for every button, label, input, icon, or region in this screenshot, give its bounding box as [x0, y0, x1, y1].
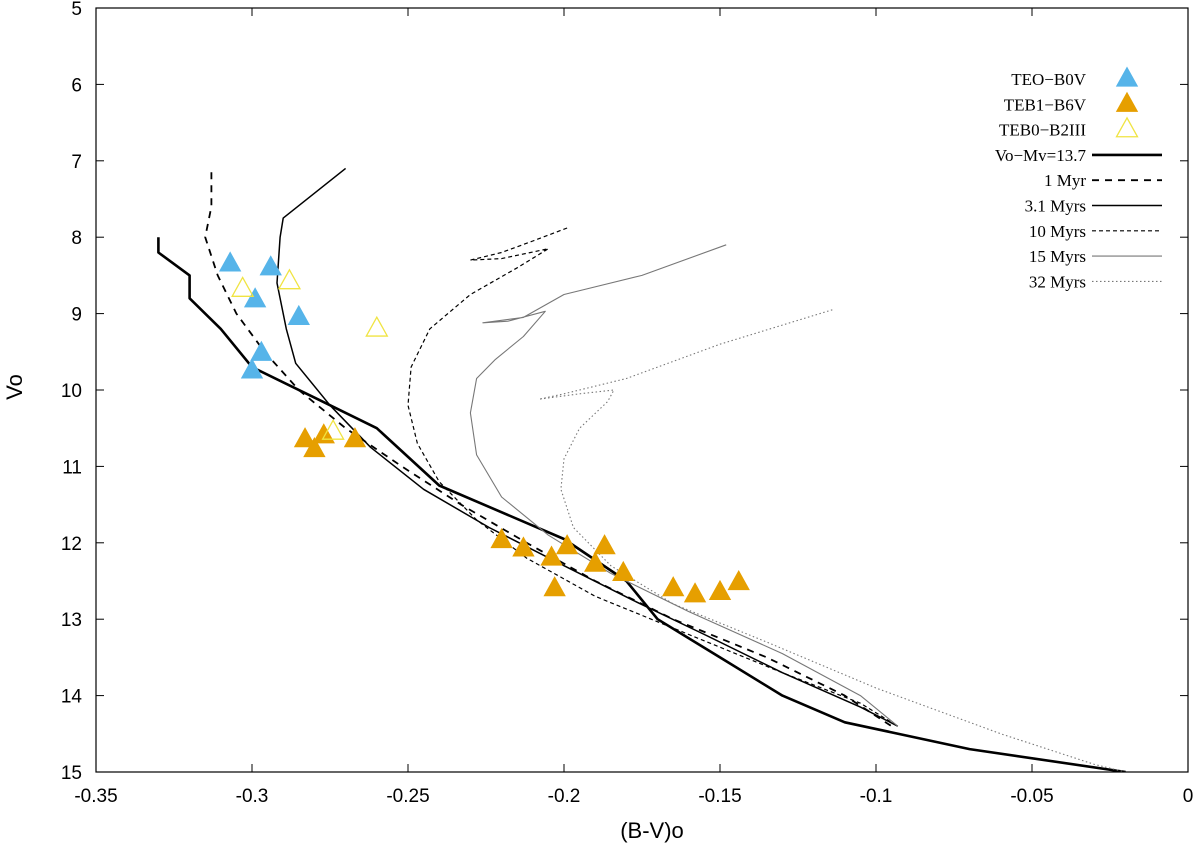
series-line-6: [407, 227, 899, 727]
tick-labels: -0.35 -0.3 -0.25 -0.2 -0.15 -0.1 -0.05 0 5 6 7 8 9 10…: [61, 0, 1193, 807]
legend-label-7: 15 Myrs: [1029, 247, 1086, 266]
data-point-s1-11: [612, 560, 635, 581]
y-tick-label: 13: [61, 610, 82, 631]
y-tick-label: 5: [71, 0, 82, 20]
data-point-s1-15: [727, 569, 750, 591]
data-point-s2-1: [277, 268, 302, 290]
legend-label-8: 32 Myrs: [1029, 272, 1086, 291]
data-point-s1-7: [555, 534, 579, 555]
legend-label-1: TEB1−B6V: [1004, 95, 1087, 114]
y-tick-label: 6: [71, 75, 82, 96]
data-point-s1-0: [293, 427, 317, 448]
x-tick-label: -0.15: [698, 786, 741, 807]
legend-label-0: TEO−B0V: [1011, 70, 1086, 89]
data-point-s0-4: [250, 340, 273, 361]
y-tick-label: 7: [71, 152, 82, 173]
data-point-s1-2: [303, 437, 326, 458]
data-point-s2-2: [365, 315, 389, 337]
data-point-s0-0: [218, 251, 242, 272]
series-line-7: [469, 244, 899, 727]
y-tick-label: 12: [61, 534, 82, 555]
data-point-s1-13: [683, 582, 707, 603]
data-point-s1-12: [662, 576, 685, 597]
data-point-s1-1: [312, 423, 335, 444]
data-point-s2-0: [231, 276, 255, 297]
legend-marker-1: [1115, 91, 1139, 112]
y-axis-label: Vo: [2, 374, 27, 400]
series-line-8: [538, 309, 1126, 772]
x-axis-label: (B-V)o: [620, 818, 684, 843]
x-tick-label: -0.3: [236, 786, 269, 807]
series-line-4: [204, 172, 893, 727]
series-line-3: [157, 237, 1126, 772]
y-tick-label: 8: [71, 228, 82, 249]
legend-marker-0: [1115, 66, 1139, 87]
y-tick-label: 11: [62, 457, 82, 478]
legend-label-2: TEB0−B2III: [999, 121, 1086, 140]
legend-label-5: 3.1 Myrs: [1025, 197, 1086, 216]
data-point-s1-4: [490, 527, 513, 549]
x-tick-label: -0.25: [386, 786, 429, 807]
x-tick-label: 0: [1183, 786, 1194, 807]
data-point-s1-8: [543, 576, 566, 597]
legend-label-3: Vo−Mv=13.7: [995, 146, 1087, 165]
plot-area: [95, 7, 1189, 773]
y-tick-label: 14: [61, 687, 83, 708]
legend-label-4: 1 Myr: [1044, 171, 1086, 190]
data-point-s0-5: [240, 358, 264, 379]
legend-marker-2: [1115, 116, 1139, 138]
series-line-5: [276, 167, 899, 727]
data-point-s1-10: [584, 551, 607, 572]
data-point-s1-6: [540, 545, 563, 566]
data-point-s2-3: [321, 418, 345, 440]
x-tick-label: -0.2: [548, 786, 581, 807]
data-point-s1-14: [708, 579, 732, 601]
legend-label-6: 10 Myrs: [1029, 222, 1086, 241]
data-point-s1-3: [343, 427, 367, 448]
data-point-s0-1: [259, 255, 282, 276]
x-tick-label: -0.1: [860, 786, 893, 807]
data-point-s0-2: [243, 287, 267, 308]
x-tick-label: -0.35: [74, 786, 117, 807]
legend: TEO−B0V TEB1−B6V TEB0−B2III Vo−Mv=13.7 1 Myr…: [995, 66, 1162, 291]
x-tick-label: -0.05: [1010, 786, 1053, 807]
y-tick-label: 9: [71, 305, 82, 326]
data-point-s1-5: [512, 536, 535, 557]
y-tick-label: 10: [61, 381, 82, 402]
data-point-s1-9: [593, 534, 616, 555]
y-tick-label: 15: [61, 763, 82, 784]
data-point-s0-3: [287, 304, 310, 326]
